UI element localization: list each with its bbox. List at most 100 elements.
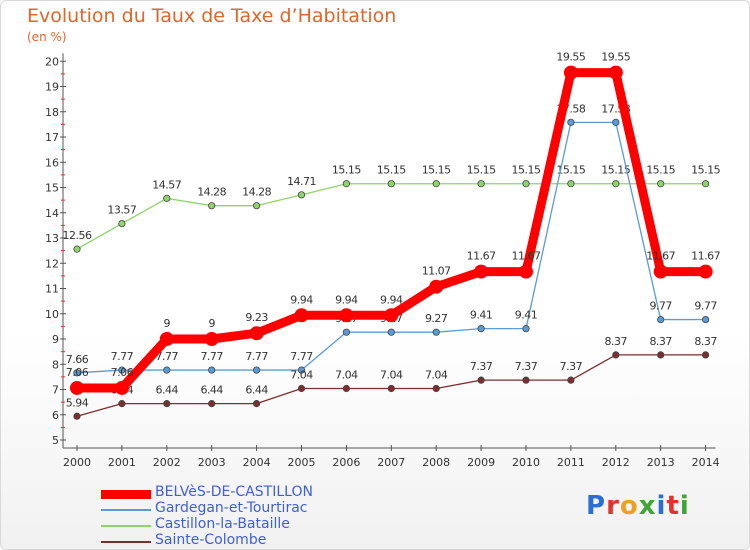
- data-point: [249, 326, 264, 341]
- data-label: 9.77: [694, 300, 717, 313]
- data-label: 15.15: [377, 164, 406, 177]
- data-label: 9.27: [425, 312, 448, 325]
- data-label: 7.77: [245, 350, 268, 363]
- data-point: [701, 351, 710, 359]
- x-tick-label: 2013: [647, 456, 675, 469]
- data-label: 14.28: [242, 186, 271, 199]
- data-point: [432, 384, 440, 393]
- data-point: [477, 376, 485, 384]
- data-point: [118, 220, 126, 228]
- x-tick-label: 2011: [557, 456, 585, 469]
- logo-letter: i: [656, 491, 667, 521]
- y-tick-label: 16: [45, 156, 59, 169]
- x-tick-label: 2003: [198, 456, 226, 469]
- y-tick-label: 12: [45, 257, 59, 270]
- data-label: 7.77: [200, 350, 223, 363]
- data-label: 9.94: [380, 293, 403, 306]
- logo-letter: r: [606, 491, 620, 521]
- data-label: 7.77: [156, 350, 179, 363]
- y-tick-label: 20: [45, 55, 59, 68]
- data-point: [253, 366, 261, 374]
- data-point: [567, 376, 575, 384]
- data-point: [563, 65, 578, 80]
- data-point: [297, 384, 306, 393]
- data-point: [159, 332, 174, 346]
- data-point: [612, 118, 620, 126]
- data-point: [429, 279, 444, 294]
- data-label: 9.23: [245, 311, 268, 324]
- data-point: [522, 325, 530, 333]
- data-label: 7.04: [290, 368, 313, 381]
- y-tick-label: 7: [52, 384, 59, 397]
- data-label: 6.44: [245, 384, 268, 397]
- data-point: [208, 202, 216, 210]
- data-point: [253, 400, 261, 408]
- data-label: 9.41: [470, 309, 493, 322]
- data-label: 19.55: [556, 51, 585, 64]
- data-label: 14.71: [287, 175, 316, 188]
- logo-letter: o: [619, 491, 639, 521]
- data-point: [567, 118, 575, 126]
- y-unit-label: (en %): [27, 30, 67, 44]
- data-label: 7.04: [380, 368, 403, 381]
- data-point: [612, 351, 620, 359]
- data-label: 9.41: [515, 309, 538, 322]
- data-label: 15.15: [691, 164, 720, 177]
- y-tick-label: 8: [52, 358, 59, 371]
- data-point: [297, 191, 306, 199]
- data-point: [522, 180, 530, 188]
- legend-label: BELVèS-DE-CASTILLON: [155, 484, 313, 500]
- data-label: 11.07: [422, 265, 451, 278]
- data-label: 8.37: [605, 335, 628, 348]
- y-tick-label: 11: [45, 283, 59, 296]
- legend-swatch: [101, 490, 151, 499]
- data-label: 15.15: [556, 164, 585, 177]
- data-point: [114, 380, 129, 395]
- x-tick-label: 2008: [422, 456, 450, 469]
- data-label: 7.77: [111, 350, 134, 363]
- data-label: 7.04: [335, 368, 358, 381]
- data-point: [657, 180, 665, 188]
- logo-letter: x: [638, 491, 657, 521]
- legend-swatch: [101, 525, 151, 527]
- data-point: [477, 180, 485, 188]
- data-point: [432, 180, 440, 188]
- y-tick-label: 17: [45, 131, 59, 144]
- data-point: [567, 180, 575, 188]
- legend-label: Gardegan-et-Tourtirac: [155, 500, 308, 516]
- data-label: 13.57: [107, 204, 136, 217]
- data-point: [342, 384, 350, 393]
- logo-letter: P: [586, 491, 607, 521]
- data-label: 11.67: [691, 250, 720, 263]
- data-label: 7.06: [66, 366, 89, 379]
- y-tick-label: 15: [45, 182, 59, 195]
- data-point: [474, 264, 489, 279]
- data-point: [612, 180, 620, 188]
- data-point: [608, 65, 623, 80]
- x-tick-label: 2007: [377, 456, 405, 469]
- data-label: 7.37: [560, 360, 583, 373]
- y-tick-label: 5: [52, 434, 59, 447]
- data-point: [118, 400, 126, 408]
- data-point: [387, 180, 395, 188]
- data-point: [522, 376, 530, 384]
- data-point: [657, 351, 665, 359]
- y-tick-label: 13: [45, 232, 59, 245]
- data-point: [70, 380, 84, 395]
- data-point: [342, 180, 350, 188]
- data-label: 7.04: [425, 368, 448, 381]
- data-label: 7.66: [66, 353, 89, 366]
- data-label: 15.15: [422, 164, 451, 177]
- chart-title: Evolution du Taux de Taxe d’Habitation: [27, 5, 397, 27]
- y-tick-label: 9: [52, 333, 59, 346]
- data-label: 19.55: [601, 51, 630, 64]
- data-point: [163, 194, 171, 202]
- data-point: [208, 366, 216, 374]
- data-label: 8.37: [649, 335, 672, 348]
- data-point: [73, 245, 81, 253]
- y-tick-label: 19: [45, 81, 59, 94]
- data-point: [294, 308, 309, 323]
- data-point: [163, 366, 171, 374]
